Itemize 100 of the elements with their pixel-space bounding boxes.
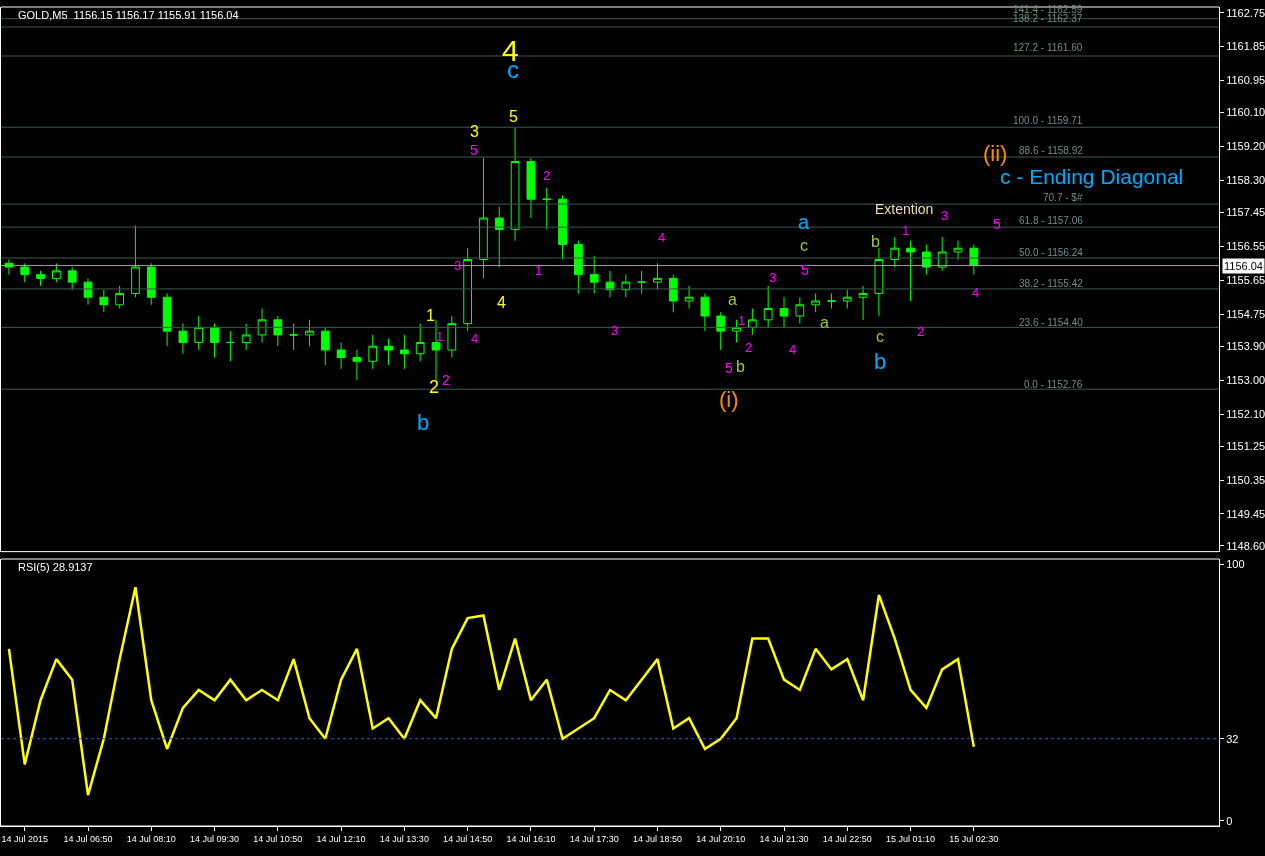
annotation: 3	[470, 123, 479, 140]
candlestick	[716, 311, 726, 351]
y-tick-label: 1151.25	[1226, 439, 1265, 452]
candlestick	[210, 323, 219, 359]
y-tick-label: 1155.65	[1226, 274, 1265, 287]
annotation: b	[736, 358, 745, 375]
candlestick	[336, 341, 346, 370]
candlestick	[178, 323, 188, 355]
candlestick	[20, 262, 30, 283]
x-tick-label: 14 Jul 06:50	[63, 833, 113, 844]
annotation: 88.6 - 1158.92	[1019, 145, 1084, 156]
candlestick	[51, 262, 61, 283]
annotation: b	[417, 410, 430, 435]
candlestick	[589, 255, 599, 294]
candlestick	[399, 334, 409, 370]
annotation: 2	[442, 372, 450, 388]
y-tick-label: 1152.10	[1226, 407, 1265, 420]
candlestick	[384, 338, 393, 366]
candlestick	[811, 292, 821, 313]
y-tick-label: 1156.55	[1226, 240, 1265, 253]
annotation: 3	[941, 208, 949, 223]
annotation: 4	[497, 294, 506, 311]
annotation: 127.2 - 1161.60	[1013, 42, 1083, 53]
annotation: 4	[471, 331, 479, 346]
annotation: 3	[769, 270, 777, 285]
candlestick	[36, 270, 45, 287]
x-tick-label: 14 Jul 10:50	[253, 833, 303, 844]
candlestick	[305, 319, 314, 347]
candlestick	[684, 285, 694, 310]
annotation: 61.8 - 1157.06	[1019, 215, 1084, 226]
candlestick	[479, 157, 488, 279]
annotation: 5	[725, 360, 733, 376]
annotation: 1	[535, 263, 543, 278]
annotation: 1	[436, 329, 444, 344]
candlestick	[842, 289, 852, 310]
annotation: 2	[917, 324, 925, 339]
annotation: c	[800, 237, 808, 254]
candlestick	[700, 292, 710, 332]
y-tick-label: 1158.30	[1226, 174, 1265, 187]
annotation: 2	[543, 168, 551, 183]
chart-title: GOLD,M5 1156.15 1156.17 1155.91 1156.04	[18, 9, 239, 21]
annotation: 5	[993, 216, 1001, 232]
candlestick	[431, 319, 441, 381]
y-tick-label: 100	[1226, 557, 1245, 570]
annotation: a	[798, 211, 810, 233]
y-tick-label: 1157.45	[1226, 206, 1265, 219]
annotation: 4	[789, 342, 797, 357]
candlestick	[653, 262, 662, 291]
annotation: c	[876, 328, 884, 345]
y-tick-label: 0	[1226, 814, 1233, 827]
annotation: b	[871, 233, 880, 250]
x-tick-label: 14 Jul 21:30	[759, 833, 809, 844]
annotation: 2	[745, 340, 753, 355]
annotation: 0.0 - 1152.76	[1024, 379, 1083, 390]
candlestick	[67, 266, 77, 291]
annotation: 50.0 - 1156.24	[1019, 247, 1084, 258]
annotation: 38.2 - 1155.42	[1019, 278, 1084, 289]
candlestick	[874, 247, 884, 317]
x-tick-label: 14 Jul 08:10	[126, 833, 176, 844]
candlestick	[352, 349, 362, 381]
y-tick-label: 32	[1226, 732, 1239, 745]
y-tick-label: 1154.75	[1226, 308, 1265, 321]
candlestick	[858, 285, 868, 321]
annotation: 100.0 - 1159.71	[1013, 115, 1083, 126]
annotation: a	[728, 291, 737, 308]
y-tick-label: 1160.95	[1226, 74, 1265, 87]
x-tick-label: 14 Jul 17:30	[569, 833, 619, 844]
candlestick	[542, 187, 552, 230]
ref-line-label: 1156.04	[1224, 260, 1263, 272]
candlestick	[368, 334, 378, 370]
candlestick	[779, 296, 789, 328]
candlestick	[906, 240, 915, 302]
annotation: 4	[972, 285, 980, 300]
y-tick-label: 1150.35	[1226, 473, 1265, 486]
line-series	[7, 586, 976, 797]
candlestick	[447, 315, 457, 359]
x-tick-label: 14 Jul 20:10	[696, 833, 746, 844]
annotation: 138.2 - 1162.37	[1013, 13, 1083, 24]
annotation: Extention	[875, 201, 934, 217]
candlestick	[415, 323, 425, 362]
candlestick	[320, 326, 330, 366]
x-tick-label: 14 Jul 12:10	[316, 833, 366, 844]
candlestick	[273, 315, 283, 347]
y-tick-label: 1153.90	[1226, 340, 1265, 353]
x-tick-label: 14 Jul 2015	[1, 833, 48, 844]
annotation: 5	[509, 108, 518, 125]
x-tick-label: 14 Jul 18:50	[632, 833, 682, 844]
annotation: 5	[470, 142, 478, 158]
candlestick	[795, 296, 805, 325]
candlestick	[146, 262, 156, 306]
annotation: 70.7 - $#	[1043, 192, 1083, 203]
annotation: 1	[738, 313, 746, 328]
annotation: 1	[426, 307, 435, 324]
candlestick	[131, 225, 140, 298]
x-tick-label: 14 Jul 16:10	[506, 833, 556, 844]
candlestick	[747, 308, 757, 336]
candlestick	[241, 323, 251, 351]
annotation: 4	[658, 230, 666, 245]
annotation: 1	[902, 223, 910, 238]
x-tick-label: 14 Jul 09:30	[190, 833, 240, 844]
